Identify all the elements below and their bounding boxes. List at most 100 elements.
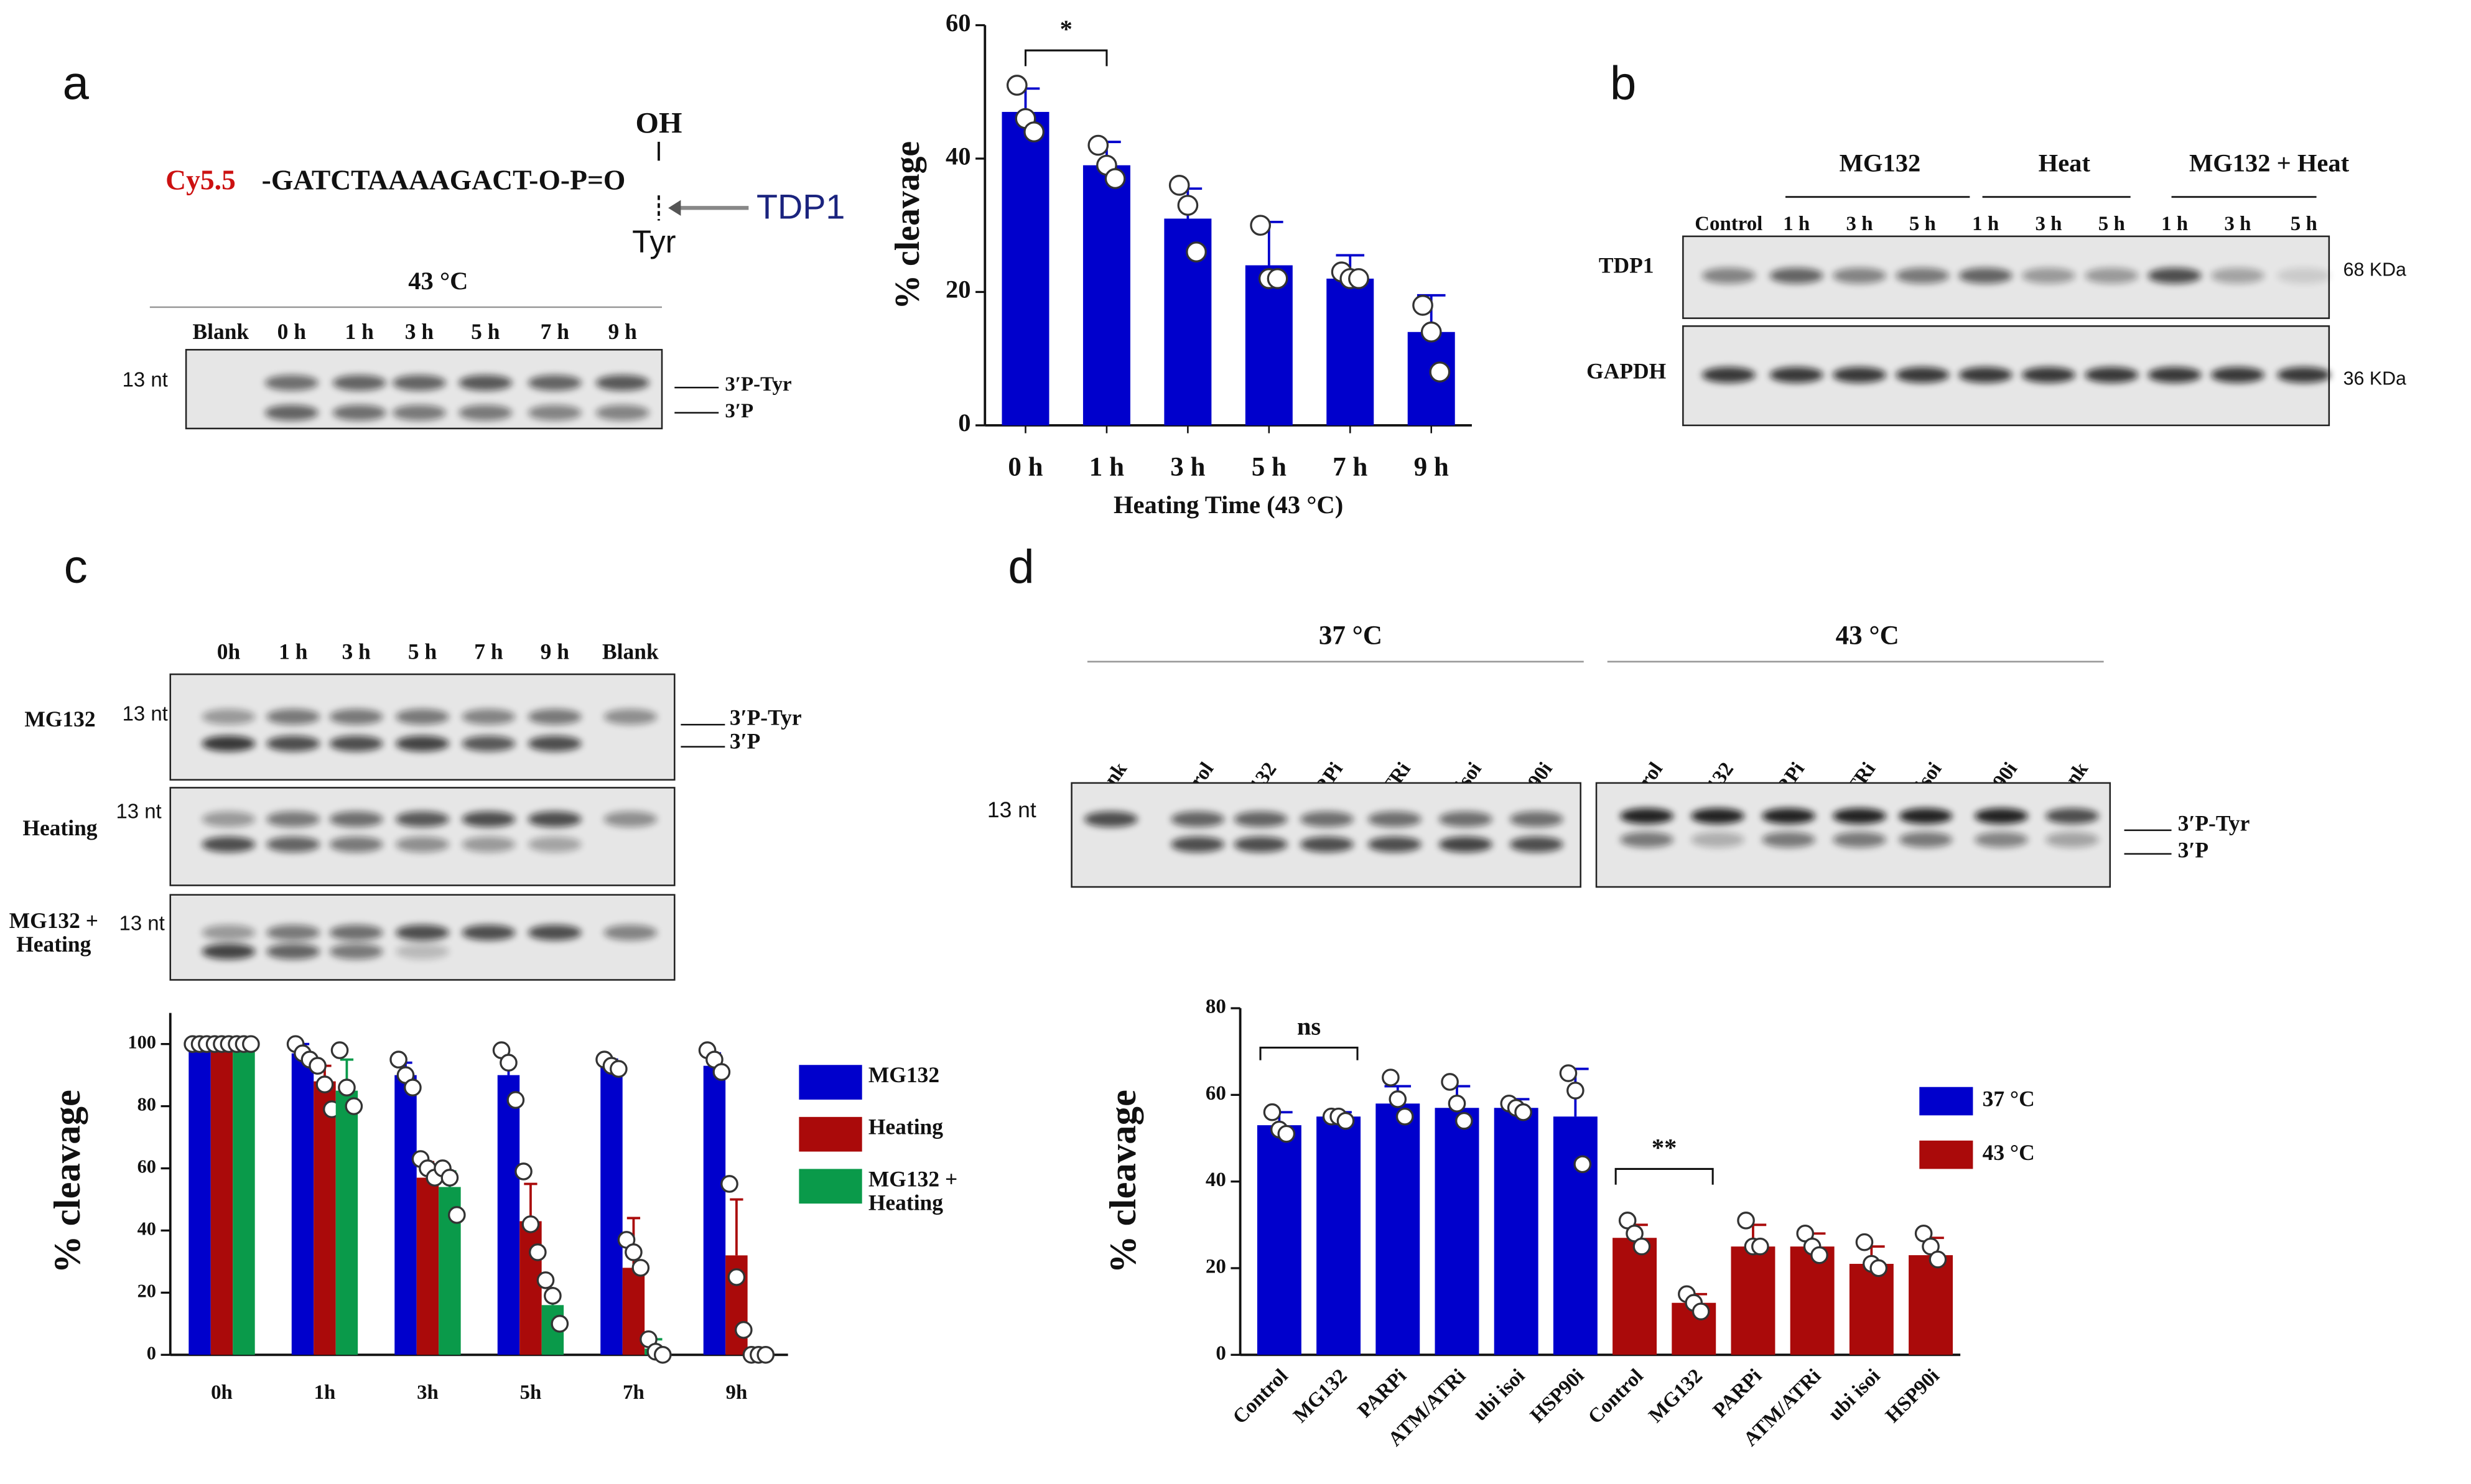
lane-label: 7 h xyxy=(541,319,570,344)
lane-label: Control xyxy=(1695,213,1762,235)
x-axis-label: Heating Time (43 °C) xyxy=(1114,491,1343,519)
data-point xyxy=(544,1287,562,1305)
significance-label: ns xyxy=(1297,1012,1321,1040)
y-tick-label: 40 xyxy=(137,1218,156,1239)
band xyxy=(2277,367,2331,383)
band xyxy=(603,811,658,827)
band xyxy=(1438,836,1492,853)
band xyxy=(1896,267,1950,284)
y-axis-label: % cleavage xyxy=(888,141,927,310)
lane-label: 3 h xyxy=(2035,213,2062,235)
group-label: MG132 xyxy=(1840,149,1921,177)
size-label: 13 nt xyxy=(119,912,165,935)
significance-bracket xyxy=(1024,49,1108,67)
data-point xyxy=(338,1078,356,1097)
bar xyxy=(1257,1125,1301,1355)
band xyxy=(395,708,450,725)
band xyxy=(528,708,582,725)
band-label: 3′P-Tyr xyxy=(725,373,791,396)
band xyxy=(329,924,383,941)
data-point xyxy=(1348,268,1369,289)
legend-swatch xyxy=(1919,1087,1973,1116)
bar xyxy=(1375,1103,1420,1355)
bar xyxy=(497,1075,520,1355)
legend-swatch xyxy=(1919,1140,1973,1169)
bar xyxy=(1790,1246,1835,1355)
lane-label: 1 h xyxy=(1783,213,1810,235)
data-point xyxy=(1420,321,1442,343)
legend-label: MG132 + Heating xyxy=(868,1169,958,1217)
x-tick-label: 1 h xyxy=(1089,453,1124,482)
lane-label: 5 h xyxy=(2291,213,2317,235)
band xyxy=(266,944,320,960)
size-label: 36 KDa xyxy=(2343,368,2406,389)
data-point xyxy=(529,1243,547,1261)
error-bar xyxy=(730,1198,743,1256)
y-axis-label: % cleavage xyxy=(1102,1090,1144,1273)
data-point xyxy=(1104,168,1126,189)
significance-label: ** xyxy=(1652,1133,1677,1161)
band xyxy=(1769,367,1823,383)
band xyxy=(1832,367,1887,383)
legend-swatch xyxy=(799,1065,862,1100)
legend-label: MG132 xyxy=(868,1065,940,1089)
bar xyxy=(1494,1108,1538,1355)
band xyxy=(332,374,386,391)
lane-label: 3 h xyxy=(405,319,434,344)
band xyxy=(1438,811,1492,827)
band xyxy=(266,924,320,941)
data-point xyxy=(1006,75,1028,96)
x-tick-label: MG132 xyxy=(1644,1365,1706,1427)
x-tick-label: 0h xyxy=(211,1381,233,1404)
data-point xyxy=(1186,241,1207,262)
band xyxy=(528,836,582,853)
data-point xyxy=(1632,1237,1651,1256)
bar xyxy=(1245,265,1293,425)
data-point xyxy=(1267,268,1288,289)
x-tick-label: 7 h xyxy=(1333,453,1367,482)
legend-swatch xyxy=(799,1169,862,1204)
band xyxy=(462,836,516,853)
band-label: 3′P-Tyr xyxy=(2178,810,2250,835)
x-tick-label: Control xyxy=(1584,1365,1648,1429)
band xyxy=(395,735,450,752)
band xyxy=(202,924,256,941)
data-point xyxy=(1389,1090,1407,1108)
band xyxy=(1701,267,1756,284)
bar xyxy=(416,1177,439,1355)
gel xyxy=(169,673,676,781)
data-point xyxy=(1514,1103,1532,1121)
lane-label: 1 h xyxy=(2161,213,2188,235)
band xyxy=(458,374,513,391)
data-point xyxy=(631,1259,650,1277)
bar xyxy=(1849,1264,1894,1355)
x-tick-label: Control xyxy=(1229,1365,1293,1429)
bar xyxy=(1731,1246,1775,1355)
x-tick-label: HSP90i xyxy=(1526,1365,1588,1427)
band xyxy=(1974,808,2029,824)
bar xyxy=(1435,1108,1479,1355)
lane-label: 5 h xyxy=(408,639,437,664)
data-point xyxy=(720,1175,738,1193)
data-point xyxy=(653,1345,672,1364)
lane-label: 5 h xyxy=(471,319,500,344)
bar xyxy=(335,1090,358,1355)
data-point xyxy=(521,1215,540,1233)
size-label: 68 KDa xyxy=(2343,259,2406,281)
band xyxy=(1084,811,1138,827)
band xyxy=(329,836,383,853)
x-tick-label: HSP90i xyxy=(1881,1365,1943,1427)
band xyxy=(202,735,256,752)
arrow-head xyxy=(668,200,681,216)
bar xyxy=(600,1065,623,1355)
legend-swatch xyxy=(799,1116,862,1152)
band xyxy=(266,708,320,725)
data-point xyxy=(309,1057,327,1075)
bar xyxy=(519,1221,542,1355)
y-tick-label: 0 xyxy=(1216,1342,1226,1365)
dye-label: Cy5.5 xyxy=(165,164,236,195)
x-tick-label: 5 h xyxy=(1252,453,1287,482)
panel-label: a xyxy=(63,57,90,109)
data-point xyxy=(1441,1073,1459,1091)
band xyxy=(2210,267,2264,284)
